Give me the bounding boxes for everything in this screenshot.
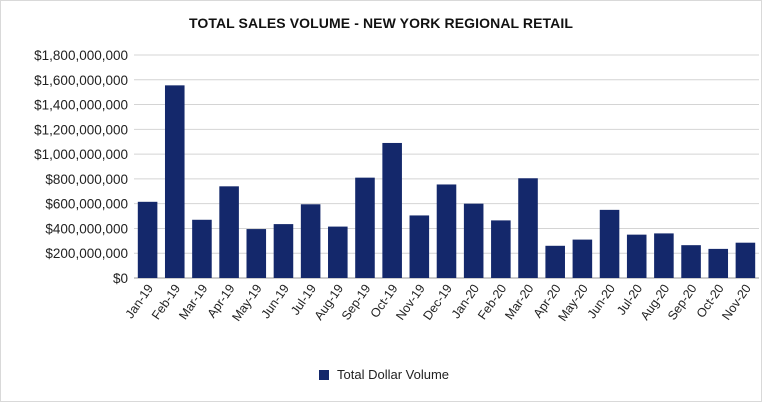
legend: Total Dollar Volume: [319, 367, 449, 382]
bar: [409, 215, 430, 278]
bar: [545, 245, 565, 278]
x-tick-label: Mar-19: [176, 282, 210, 323]
chart-title: TOTAL SALES VOLUME - NEW YORK REGIONAL R…: [188, 15, 574, 31]
y-tick-label: $1,600,000,000: [34, 73, 128, 88]
bar: [300, 204, 321, 278]
y-tick-label: $1,200,000,000: [34, 122, 128, 137]
bar: [518, 178, 538, 278]
bar: [219, 186, 239, 278]
bar: [599, 209, 620, 278]
x-tick-label: Jun-19: [259, 282, 292, 321]
bar: [491, 220, 511, 278]
bar: [708, 248, 729, 278]
y-tick-label: $800,000,000: [45, 172, 128, 187]
x-tick-label: Sep-19: [339, 282, 374, 323]
bar: [246, 229, 267, 278]
legend-swatch: [319, 369, 329, 380]
bar: [654, 233, 674, 278]
bar: [382, 142, 402, 278]
bar: [572, 239, 593, 278]
x-tick-label: Dec-19: [420, 282, 455, 323]
x-tick-label: Jun-20: [585, 282, 618, 321]
bar: [137, 201, 158, 278]
bar: [436, 184, 457, 278]
bar: [192, 219, 212, 278]
y-tick-label: $200,000,000: [45, 246, 128, 261]
y-tick-label: $1,000,000,000: [34, 147, 128, 162]
y-tick-label: $1,400,000,000: [34, 98, 128, 113]
bar: [681, 245, 701, 278]
y-tick-label: $0: [113, 271, 128, 286]
y-tick-label: $600,000,000: [45, 197, 128, 212]
x-tick-label: Mar-20: [502, 282, 536, 323]
legend-label: Total Dollar Volume: [337, 367, 449, 382]
bar: [273, 224, 294, 278]
bar: [164, 85, 185, 278]
bar: [355, 177, 375, 278]
bar: [328, 226, 348, 278]
bar: [626, 234, 647, 278]
y-tick-label: $1,800,000,000: [34, 48, 128, 63]
x-tick-label: Nov-20: [719, 282, 754, 323]
bar: [735, 242, 756, 278]
bar: [463, 203, 484, 278]
x-tick-label: Sep-20: [665, 282, 700, 323]
y-tick-label: $400,000,000: [45, 221, 128, 236]
